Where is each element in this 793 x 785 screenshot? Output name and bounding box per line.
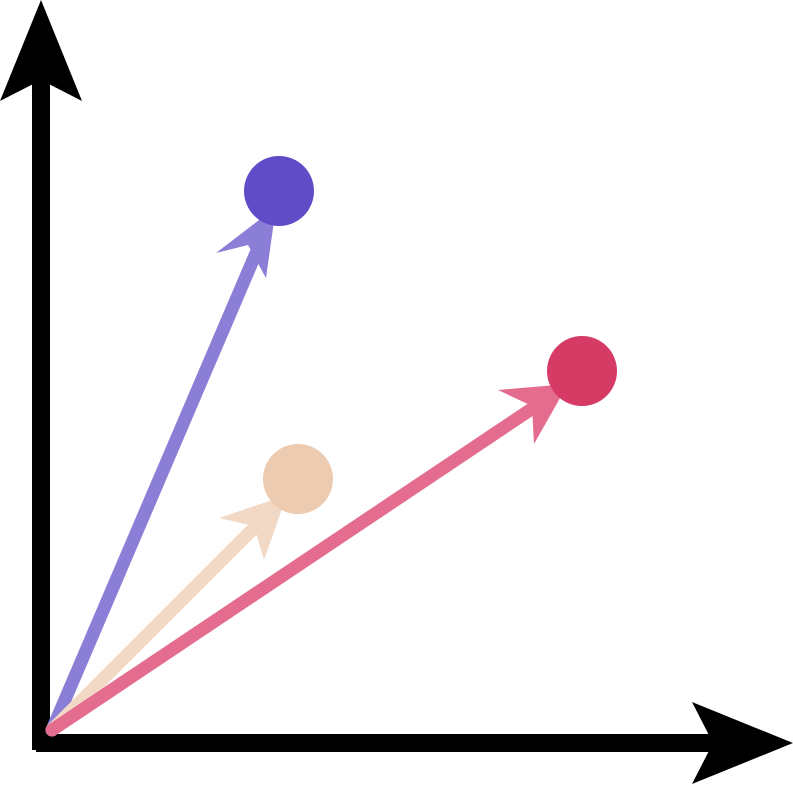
y-axis-line <box>32 60 50 750</box>
vector-peach-arrowhead <box>219 495 287 560</box>
vector-peach <box>45 444 333 737</box>
vector-purple-shaft <box>45 232 269 737</box>
x-axis-arrowhead <box>692 702 793 784</box>
vector-pink-arrowhead <box>498 384 568 444</box>
vector-pink-shaft <box>45 403 537 737</box>
vector-purple <box>45 156 314 737</box>
vector-purple-arrowhead <box>216 207 276 278</box>
vector-peach-point <box>263 444 333 514</box>
x-axis-line <box>36 734 736 752</box>
vector-pink-point <box>547 336 617 406</box>
vector-pink <box>45 336 617 737</box>
vector-peach-shaft <box>45 515 267 737</box>
y-axis-arrowhead <box>0 0 82 101</box>
vector-purple-point <box>244 156 314 226</box>
